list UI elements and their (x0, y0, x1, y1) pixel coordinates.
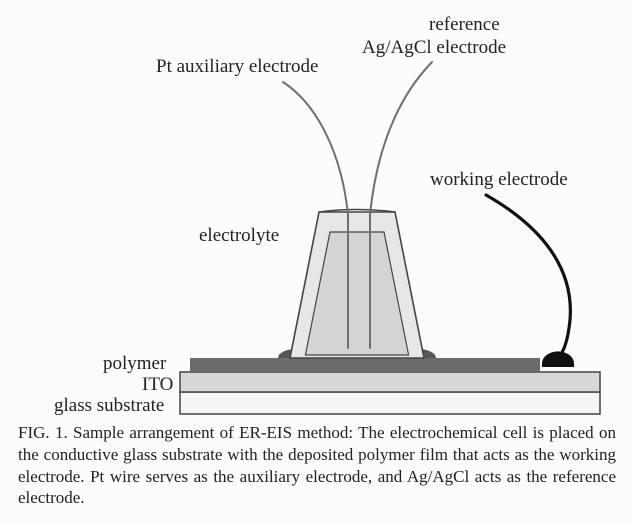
label-pt-auxiliary: Pt auxiliary electrode (156, 56, 319, 78)
label-working: working electrode (430, 169, 568, 191)
label-reference-1: reference (429, 14, 500, 36)
figure-caption: FIG. 1. Sample arrangement of ER-EIS met… (18, 422, 616, 509)
label-reference-2: Ag/AgCl electrode (362, 37, 506, 59)
label-ito: ITO (142, 374, 173, 396)
label-glass: glass substrate (54, 395, 164, 417)
label-electrolyte: electrolyte (199, 225, 279, 247)
label-polymer: polymer (103, 353, 166, 375)
